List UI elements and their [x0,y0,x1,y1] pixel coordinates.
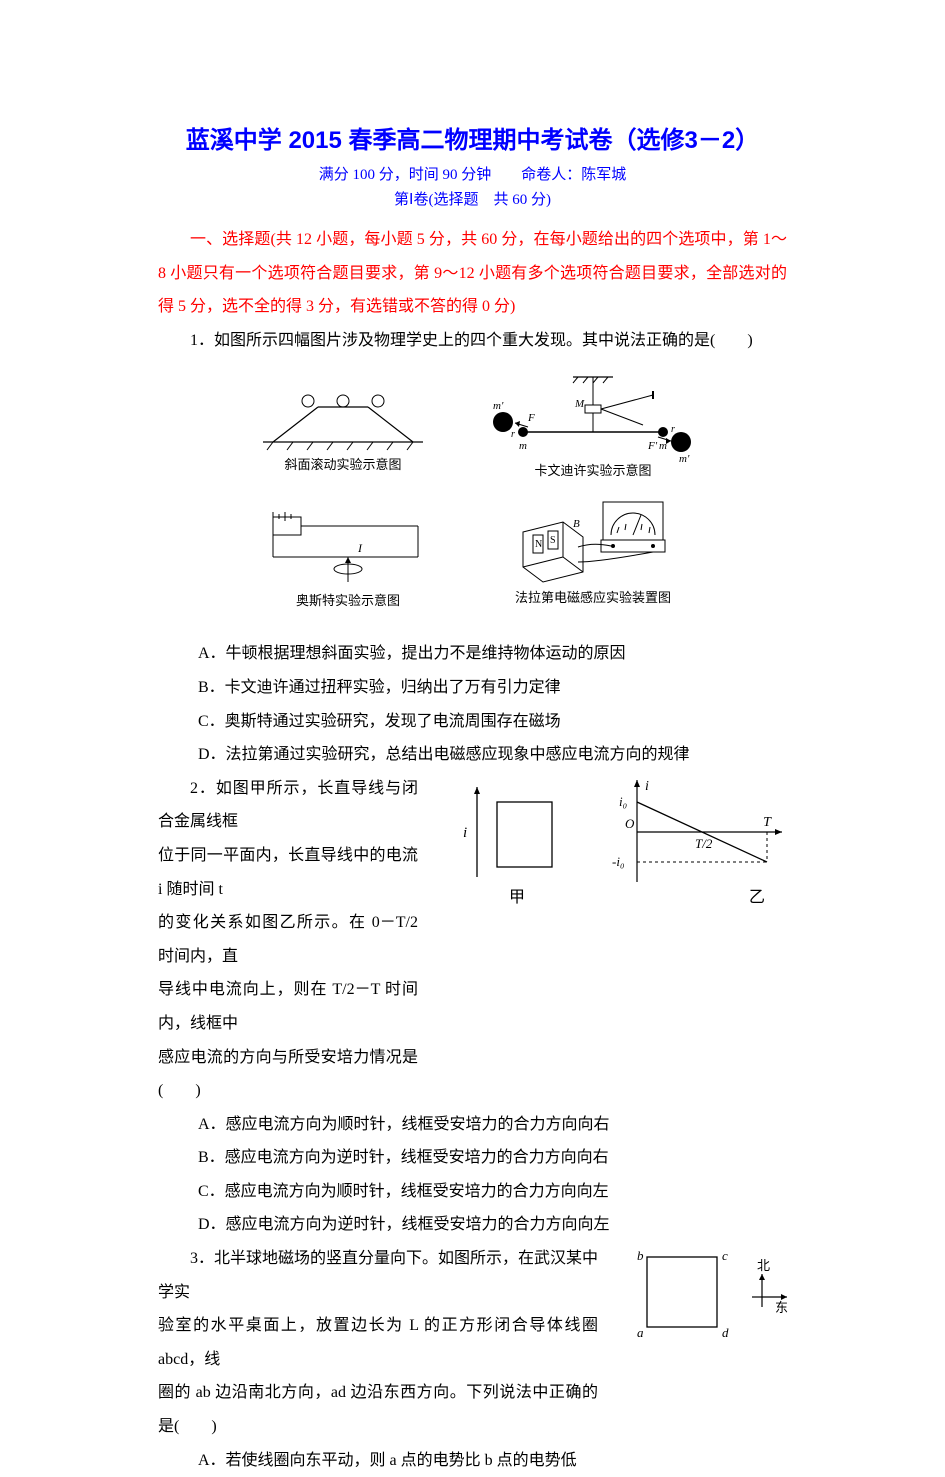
svg-text:甲: 甲 [509,889,525,906]
q2-stem-1: 2．如图甲所示，长直导线与闭合金属线框 [158,772,418,839]
q2-figures: i 甲 i i₀ -i₀ O T/2 T 乙 [457,772,797,922]
q2-stem-5: 感应电流的方向与所受安培力情况是( ) [158,1041,418,1108]
svg-text:斜面滚动实验示意图: 斜面滚动实验示意图 [284,457,401,472]
svg-text:T: T [763,815,772,830]
svg-text:a: a [637,1325,644,1340]
author-name: 陈军城 [581,167,626,183]
svg-text:法拉第电磁感应实验装置图: 法拉第电磁感应实验装置图 [514,590,670,605]
svg-text:m: m [519,440,527,452]
q3-block: 3．北半球地磁场的竖直分量向下。如图所示，在武汉某中学实 验室的水平桌面上，放置… [158,1242,787,1444]
q2-stem-4: 导线中电流向上，则在 T/2－T 时间内，线框中 [158,973,418,1040]
svg-text:F': F' [647,440,658,452]
svg-text:卡文迪许实验示意图: 卡文迪许实验示意图 [534,463,651,478]
svg-text:乙: 乙 [749,889,765,906]
svg-text:奥斯特实验示意图: 奥斯特实验示意图 [295,593,399,608]
q1-option-b: B．卡文迪许通过扭秤实验，归纳出了万有引力定律 [158,671,787,705]
svg-text:北: 北 [757,1258,770,1273]
svg-text:S: S [550,535,556,546]
q2-block: 2．如图甲所示，长直导线与闭合金属线框 位于同一平面内，长直导线中的电流 i 随… [158,772,787,1108]
part-label: 第Ⅰ卷(选择题 共 60 分) [158,188,787,209]
svg-text:d: d [722,1325,729,1340]
svg-text:i₀: i₀ [619,794,627,809]
svg-text:I: I [357,541,363,555]
q1-stem: 1．如图所示四幅图片涉及物理学史上的四个重大发现。其中说法正确的是( ) [158,324,787,358]
q1-option-a: A．牛顿根据理想斜面实验，提出力不是维持物体运动的原因 [158,637,787,671]
q1-figure-block: 斜面滚动实验示意图 M m m [158,367,787,627]
svg-text:r: r [671,424,675,435]
svg-text:F: F [527,412,535,424]
q3-stem-3: 圈的 ab 边沿南北方向，ad 边沿东西方向。下列说法中正确的是( ) [158,1376,598,1443]
score-time: 满分 100 分，时间 90 分钟 [319,167,492,183]
svg-text:r: r [511,429,515,440]
q2-option-b: B．感应电流方向为逆时针，线框受安培力的合力方向向右 [158,1141,787,1175]
q2-option-d: D．感应电流方向为逆时针，线框受安培力的合力方向向左 [158,1208,787,1242]
svg-text:m': m' [493,400,504,412]
svg-text:-i₀: -i₀ [612,854,624,869]
svg-text:T/2: T/2 [695,836,713,851]
q2-fig-yi: i i₀ -i₀ O T/2 T 乙 [607,772,797,922]
q2-option-c: C．感应电流方向为顺时针，线框受安培力的合力方向向左 [158,1175,787,1209]
q2-option-a: A．感应电流方向为顺时针，线框受安培力的合力方向向右 [158,1108,787,1142]
svg-text:O: O [625,816,635,831]
q2-stem-2: 位于同一平面内，长直导线中的电流 i 随时间 t [158,839,418,906]
svg-text:B: B [573,518,580,530]
instructions: 一、选择题(共 12 小题，每小题 5 分，共 60 分，在每小题给出的四个选项… [158,223,787,324]
q3-option-a: A．若使线圈向东平动，则 a 点的电势比 b 点的电势低 [158,1444,787,1477]
exam-title: 蓝溪中学 2015 春季高二物理期中考试卷（选修3－2） [158,120,787,155]
svg-text:c: c [722,1248,728,1263]
svg-text:M: M [574,398,585,410]
svg-text:N: N [535,539,542,550]
q1-figures: 斜面滚动实验示意图 M m m [243,367,703,627]
svg-text:m: m [659,440,667,452]
q2-fig-jia: i 甲 [457,772,567,922]
q1-option-d: D．法拉第通过实验研究，总结出电磁感应现象中感应电流方向的规律 [158,738,787,772]
q3-stem-2: 验室的水平桌面上，放置边长为 L 的正方形闭合导体线圈 abcd，线 [158,1309,598,1376]
author-label: 命卷人： [521,167,581,183]
svg-text:b: b [637,1248,644,1263]
svg-text:m': m' [679,453,690,465]
svg-text:i: i [645,779,649,794]
q3-figure: b c a d 北 东 [627,1242,797,1357]
q1-option-c: C．奥斯特通过实验研究，发现了电流周围存在磁场 [158,705,787,739]
svg-text:东: 东 [775,1300,788,1315]
q2-stem-3: 的变化关系如图乙所示。在 0－T/2 时间内，直 [158,906,418,973]
q3-stem-1: 3．北半球地磁场的竖直分量向下。如图所示，在武汉某中学实 [158,1242,598,1309]
svg-text:i: i [463,825,467,841]
exam-subtitle: 满分 100 分，时间 90 分钟 命卷人：陈军城 [158,163,787,184]
